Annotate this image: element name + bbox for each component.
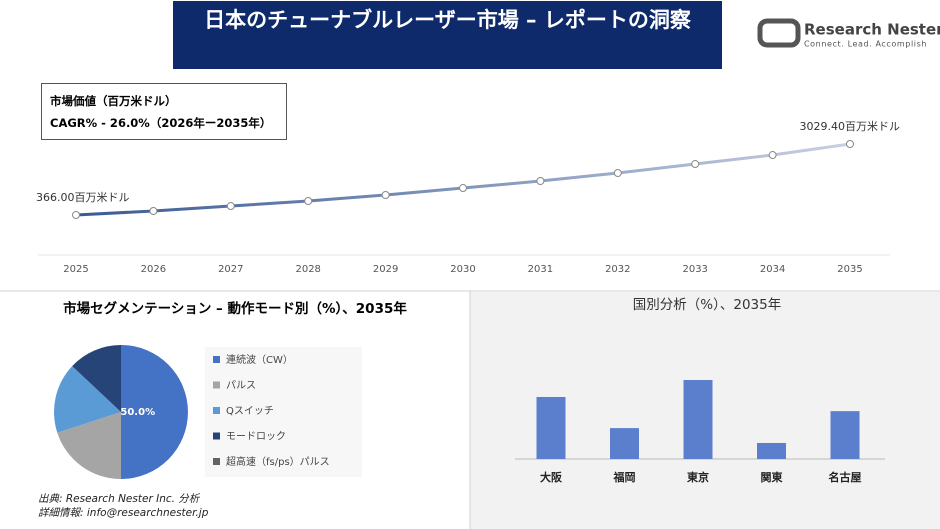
x-tick-label: 2027 bbox=[218, 264, 243, 275]
line bbox=[75, 142, 851, 217]
market-label: 市場価値（百万米ドル） bbox=[50, 94, 177, 108]
legend-swatch bbox=[213, 356, 220, 363]
point bbox=[381, 191, 390, 200]
point bbox=[768, 151, 777, 160]
x-tick-label: 関東 bbox=[761, 470, 784, 484]
logo-tagline: Connect. Lead. Accomplish bbox=[804, 40, 927, 49]
slice bbox=[54, 366, 121, 433]
market-box: 市場価値（百万米ドル） CAGR% - 26.0%（2026年ー2035年） bbox=[41, 83, 287, 140]
x-tick-label: 2031 bbox=[528, 264, 553, 275]
market-cagr: CAGR% - 26.0%（2026年ー2035年） bbox=[50, 116, 272, 130]
point bbox=[304, 197, 313, 206]
legend-label: 連続波（CW） bbox=[226, 353, 293, 366]
x-tick-label: 2032 bbox=[605, 264, 630, 275]
point bbox=[613, 169, 622, 178]
legend-label: Qスイッチ bbox=[226, 405, 274, 417]
pie-title: 市場セグメンテーション – 動作モード別（%）、2035年 bbox=[63, 301, 407, 317]
bar-title: 国別分析（%）、2035年 bbox=[633, 297, 781, 313]
legend-swatch bbox=[213, 407, 220, 414]
legend-label: モードロック bbox=[226, 431, 286, 443]
legend-label: 超高速（fs/ps）パルス bbox=[226, 455, 330, 468]
legend-box bbox=[205, 347, 362, 477]
point bbox=[846, 140, 854, 148]
x-tick-label: 名古屋 bbox=[829, 470, 862, 484]
source: 出典: Research Nester Inc. 分析 詳細情報: info@r… bbox=[38, 492, 208, 520]
point bbox=[226, 202, 235, 211]
bar bbox=[683, 380, 713, 459]
x-tick-label: 福岡 bbox=[613, 470, 636, 484]
point bbox=[149, 207, 158, 216]
x-tick-label: 2028 bbox=[295, 264, 320, 275]
x-tick-label: 2035 bbox=[837, 264, 862, 275]
header-title: 日本のチューナブルレーザー市場 – レポートの洞察 bbox=[172, 0, 723, 70]
slice bbox=[72, 345, 121, 412]
bar bbox=[536, 396, 566, 459]
x-tick-label: 東京 bbox=[687, 470, 709, 484]
legend-swatch bbox=[213, 458, 220, 465]
source-line: 詳細情報: info@researchnester.jp bbox=[38, 507, 209, 519]
bar bbox=[830, 411, 860, 459]
slice bbox=[57, 412, 121, 479]
point bbox=[459, 184, 467, 193]
x-tick-label: 2030 bbox=[450, 264, 475, 275]
x-tick-label: 2033 bbox=[682, 264, 707, 275]
legend-swatch bbox=[213, 381, 220, 389]
bar bbox=[757, 442, 786, 459]
bar bbox=[610, 428, 639, 459]
point bbox=[691, 160, 700, 169]
x-tick-label: 2034 bbox=[760, 264, 785, 275]
value-label: 50.0% bbox=[120, 407, 155, 418]
legend-label: パルス bbox=[226, 380, 256, 392]
x-tick-label: 2029 bbox=[373, 264, 398, 275]
x-tick-label: 2026 bbox=[141, 264, 166, 275]
x-tick-label: 2025 bbox=[63, 264, 88, 275]
point bbox=[72, 211, 80, 219]
point bbox=[536, 177, 545, 186]
legend-swatch bbox=[213, 432, 220, 440]
source-line: 出典: Research Nester Inc. 分析 bbox=[38, 493, 200, 505]
value-label: 3029.40百万米ドル bbox=[800, 120, 901, 133]
value-label: 366.00百万米ドル bbox=[36, 191, 130, 204]
x-tick-label: 大阪 bbox=[540, 470, 563, 484]
logo-name: Research Nester bbox=[804, 21, 940, 39]
slice bbox=[121, 345, 188, 479]
logo-icon bbox=[757, 18, 801, 48]
